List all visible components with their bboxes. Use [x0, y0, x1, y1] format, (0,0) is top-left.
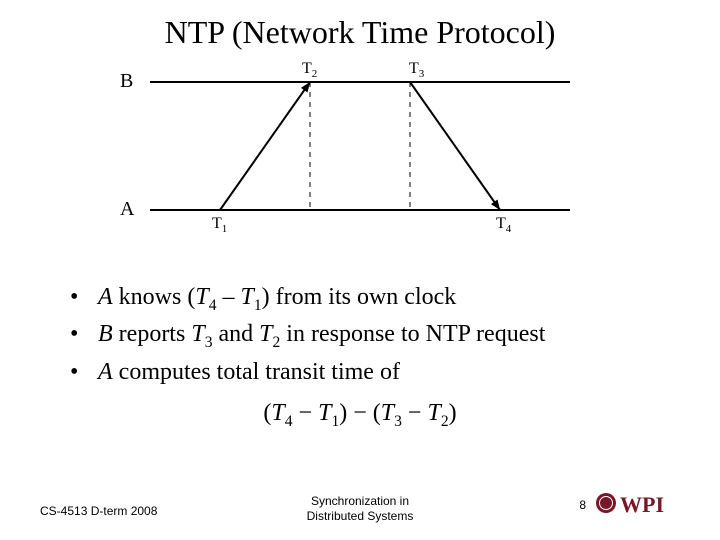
ntp-timing-diagram: B A T2 T3 T1 T4: [120, 60, 580, 235]
diagram-svg: [120, 60, 580, 235]
slide-title: NTP (Network Time Protocol): [0, 14, 720, 51]
bullet-text: A knows (T4 – T1) from its own clock: [98, 280, 670, 317]
bullet-item: •A knows (T4 – T1) from its own clock: [70, 280, 670, 317]
svg-text:WPI: WPI: [620, 492, 664, 517]
bullet-text: B reports T3 and T2 in response to NTP r…: [98, 317, 670, 354]
wpi-logo: WPI: [594, 489, 680, 520]
bullet-text: A computes total transit time of: [98, 355, 670, 390]
bullet-list: •A knows (T4 – T1) from its own clock•B …: [70, 280, 670, 390]
footer-page-number: 8: [579, 498, 586, 512]
bullet-marker: •: [70, 280, 98, 317]
bullet-item: •A computes total transit time of: [70, 355, 670, 390]
slide-footer: CS-4513 D-term 2008 Synchronization in D…: [40, 486, 680, 518]
bullet-marker: •: [70, 355, 98, 390]
bullet-marker: •: [70, 317, 98, 354]
bullet-item: •B reports T3 and T2 in response to NTP …: [70, 317, 670, 354]
transit-time-formula: (T4 − T1) − (T3 − T2): [0, 400, 720, 431]
